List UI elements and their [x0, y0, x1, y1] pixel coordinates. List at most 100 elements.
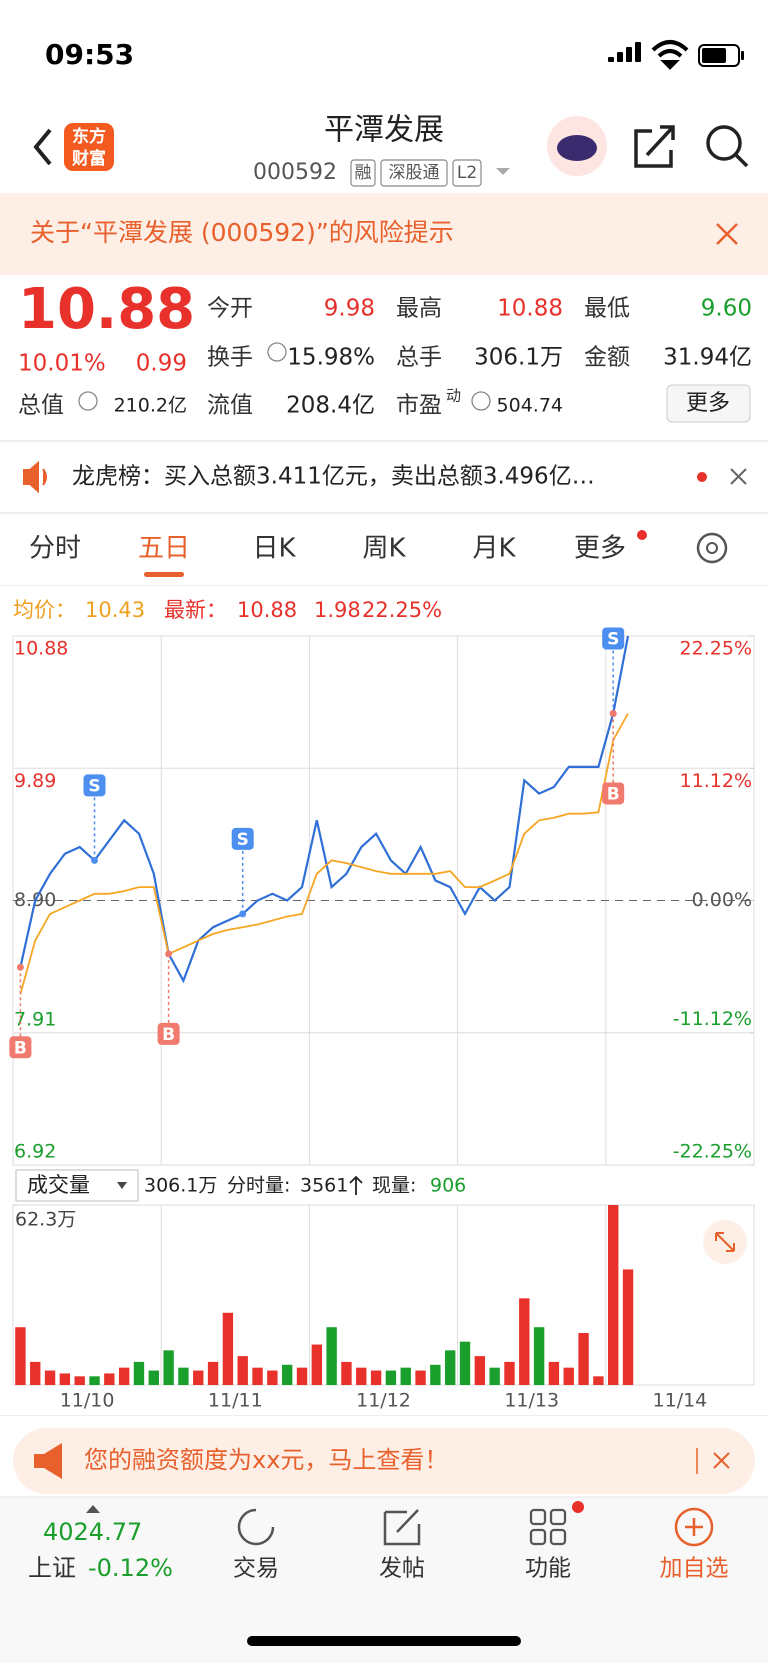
index-change[interactable]: -0.12%	[88, 1554, 173, 1582]
last-price: 10.88	[18, 277, 195, 342]
volume-bar	[207, 1361, 219, 1385]
current-volume-label: 现量:	[372, 1175, 416, 1197]
notice-close[interactable]	[730, 468, 747, 485]
volume-bar	[222, 1312, 234, 1385]
nav-item-label[interactable]: 加自选	[660, 1556, 729, 1582]
risk-banner-text[interactable]: 关于“平潭发展 (000592)”的风险提示	[30, 218, 454, 247]
chart-tab[interactable]: 日K	[252, 534, 296, 564]
status-time: 09:53	[45, 38, 134, 71]
stock-tag: 深股通	[389, 163, 440, 183]
volume-bar	[459, 1341, 471, 1385]
function-icon	[529, 1508, 547, 1526]
volume-bar	[74, 1376, 85, 1385]
speaker-icon	[23, 460, 47, 494]
volume-tick-label: 62.3万	[15, 1209, 76, 1231]
margin-ad[interactable]	[13, 1428, 755, 1494]
up-arrow	[349, 1175, 363, 1195]
volume-bar	[519, 1298, 530, 1385]
more-button-text[interactable]: 更多	[686, 391, 730, 416]
volume-bar	[163, 1350, 174, 1385]
volume-bar	[148, 1370, 159, 1385]
volume-bar	[237, 1356, 248, 1385]
chart-tab[interactable]: 月K	[472, 534, 516, 564]
margin-ad-text[interactable]: 您的融资额度为xx元，马上查看！	[84, 1446, 448, 1474]
risk-banner[interactable]	[0, 193, 768, 275]
volume-bar	[118, 1367, 130, 1385]
quote-field-sup: 动	[446, 387, 461, 405]
y2-tick-label: 11.12%	[680, 770, 752, 792]
assistant-face	[557, 135, 597, 161]
stock-tag-box	[452, 159, 482, 187]
info-icon	[267, 342, 287, 362]
add-watchlist-icon	[674, 1507, 714, 1547]
volume-bar	[296, 1367, 308, 1385]
divider	[0, 512, 768, 514]
chart-tab[interactable]: 更多	[574, 534, 626, 564]
signal-badge	[602, 627, 625, 650]
quote-field-label: 最高	[396, 296, 442, 322]
volume-selector[interactable]	[15, 1169, 139, 1202]
settings-button[interactable]	[696, 532, 728, 564]
index-name[interactable]: 上证	[28, 1554, 76, 1582]
signal-bar	[626, 47, 632, 62]
post-icon	[383, 1509, 421, 1546]
divider	[0, 440, 768, 442]
volume-bar	[400, 1367, 411, 1385]
y-tick-label: 10.88	[14, 638, 68, 660]
risk-banner-close[interactable]	[716, 223, 738, 245]
volume-bar	[133, 1361, 145, 1385]
volume-bar	[341, 1361, 352, 1385]
volume-bar	[44, 1370, 56, 1385]
notice-text[interactable]: 龙虎榜：买入总额3.411亿元，卖出总额3.496亿…	[72, 464, 595, 490]
nav-item-label[interactable]: 发帖	[379, 1556, 425, 1582]
nav-item-label[interactable]: 功能	[525, 1556, 571, 1582]
active-tab-indicator	[144, 572, 184, 577]
share-button[interactable]	[634, 125, 675, 168]
quote-field-value: 504.74	[497, 395, 563, 417]
y-tick-label: 7.91	[14, 1008, 56, 1030]
signal-point	[239, 910, 247, 918]
back-button[interactable]	[33, 128, 52, 166]
stock-tag: L2	[457, 163, 477, 183]
volume-label[interactable]: 成交量	[27, 1173, 90, 1197]
quote-field-value: 9.98	[324, 296, 375, 322]
avg-value: 10.43	[85, 598, 145, 622]
signal-point	[16, 963, 24, 971]
y2-tick-label: 0.00%	[692, 889, 752, 911]
x-tick-label: 11/14	[653, 1390, 708, 1412]
volume-bar	[326, 1327, 337, 1385]
signal-badge	[9, 1036, 32, 1059]
quote-field-label: 市盈	[396, 393, 442, 419]
signal-label: S	[237, 830, 249, 850]
more-button[interactable]	[666, 384, 751, 423]
latest-label: 最新：	[164, 598, 227, 622]
signal-bar	[617, 52, 623, 62]
volume-bar	[474, 1356, 486, 1385]
signal-badge	[157, 1022, 180, 1045]
search-button[interactable]	[706, 125, 742, 161]
ad-close[interactable]	[713, 1452, 730, 1469]
index-value[interactable]: 4024.77	[43, 1518, 142, 1546]
y2-tick-label: 22.25%	[680, 638, 752, 660]
volume-bar	[356, 1367, 367, 1385]
info-icon	[471, 391, 491, 411]
chart-tab[interactable]: 周K	[362, 534, 406, 564]
volume-bar	[385, 1370, 397, 1385]
quote-field-label: 金额	[584, 345, 630, 371]
quote-field-label: 今开	[207, 296, 253, 322]
megaphone-icon	[34, 1443, 62, 1479]
stock-code: 000592	[253, 160, 337, 185]
volume-bar	[563, 1367, 574, 1385]
average-line	[19, 713, 629, 995]
signal-point	[165, 950, 173, 958]
settings-hub	[706, 542, 718, 554]
chart-tab[interactable]: 分时	[29, 534, 81, 564]
volume-bar	[578, 1332, 589, 1385]
chart-tab[interactable]: 五日	[138, 534, 190, 564]
price-line	[19, 635, 630, 984]
change-percent: 10.01%	[18, 351, 106, 377]
volume-bar	[104, 1373, 115, 1385]
nav-item-label[interactable]: 交易	[233, 1556, 279, 1582]
dropdown-arrow[interactable]	[496, 168, 510, 175]
